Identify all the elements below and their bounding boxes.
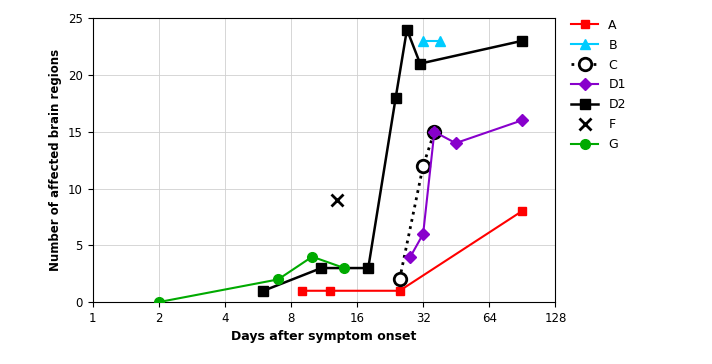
C <box>430 130 439 134</box>
A <box>395 289 404 293</box>
D2 <box>364 266 372 270</box>
A <box>298 289 306 293</box>
D2 <box>392 95 400 100</box>
D2 <box>259 289 268 293</box>
D2 <box>403 27 412 32</box>
G <box>340 266 349 270</box>
X-axis label: Days after symptom onset: Days after symptom onset <box>231 331 417 343</box>
Line: A: A <box>298 207 526 295</box>
C <box>395 277 404 282</box>
Line: D1: D1 <box>407 116 526 261</box>
G <box>308 254 316 259</box>
Line: G: G <box>154 252 349 307</box>
A <box>325 289 334 293</box>
D2 <box>518 39 526 43</box>
D2 <box>317 266 325 270</box>
Line: B: B <box>418 36 444 46</box>
G <box>274 277 283 282</box>
D1 <box>406 254 414 259</box>
Line: D2: D2 <box>258 25 527 296</box>
Y-axis label: Number of affected brain regions: Number of affected brain regions <box>49 49 63 271</box>
D2 <box>416 62 424 66</box>
G <box>155 300 163 304</box>
D1 <box>451 141 460 145</box>
A <box>518 209 526 213</box>
D1 <box>419 232 427 236</box>
Line: C: C <box>393 126 441 286</box>
C <box>419 164 427 168</box>
B <box>435 39 444 43</box>
Legend: A, B, C, D1, D2, F, G: A, B, C, D1, D2, F, G <box>571 19 626 151</box>
D1 <box>518 118 526 123</box>
D1 <box>430 130 439 134</box>
B <box>419 39 427 43</box>
